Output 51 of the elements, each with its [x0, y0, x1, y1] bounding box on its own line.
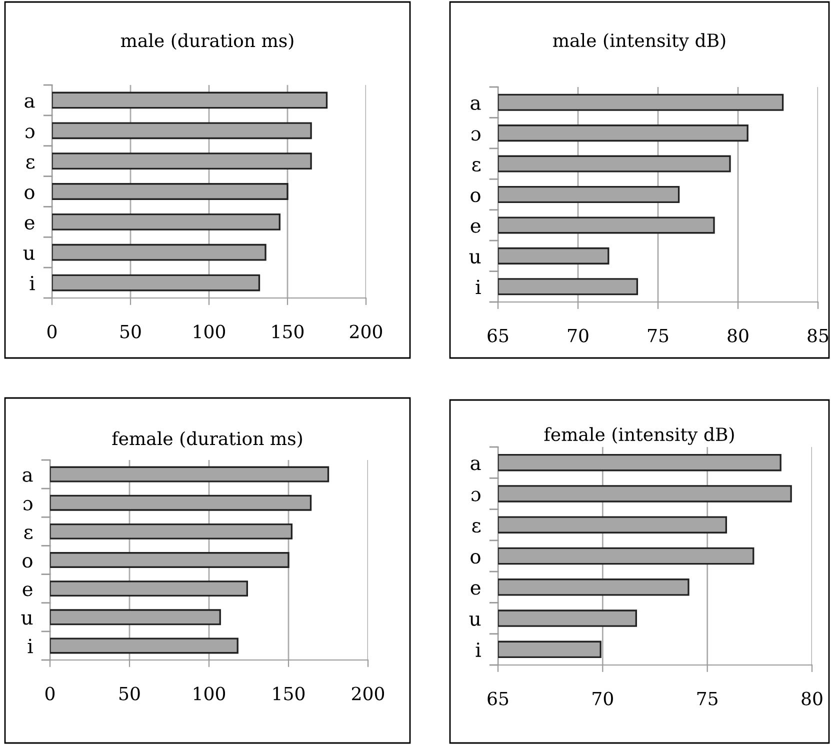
y-tick-label: e [24, 218, 34, 230]
y-tick-label: a [470, 99, 481, 110]
y-tick-label: ɛ [24, 528, 32, 540]
x-tick-label: 50 [120, 686, 140, 700]
x-tick-label: 0 [47, 324, 57, 338]
y-tick-label: a [24, 97, 35, 108]
y-tick-label: ɛ [26, 158, 34, 169]
x-tick-label: 65 [488, 692, 508, 706]
y-tick-label: i [476, 642, 481, 657]
y-tick-label: e [470, 584, 480, 595]
x-tick-label: 80 [728, 328, 748, 342]
y-tick-label: u [469, 253, 481, 264]
y-tick-label: i [28, 638, 33, 654]
x-tick-label: 150 [273, 686, 305, 700]
x-tick-label: 80 [802, 692, 822, 706]
y-tick-label: ɔ [23, 500, 32, 511]
y-tick-label: o [24, 188, 34, 200]
chart-title: male (intensity dB) [553, 33, 726, 51]
y-tick-label: u [21, 614, 33, 625]
x-tick-label: 100 [194, 686, 226, 700]
x-tick-label: 70 [568, 328, 588, 342]
y-tick-label: u [23, 250, 35, 260]
chart-title: female (intensity dB) [544, 427, 734, 445]
y-tick-label: ɔ [471, 130, 480, 141]
y-tick-label: u [469, 616, 481, 626]
y-tick-label: a [470, 460, 481, 470]
x-tick-label: 70 [592, 692, 613, 706]
x-tick-label: 200 [350, 324, 382, 338]
y-tick-label: o [470, 192, 480, 202]
x-tick-label: 65 [488, 328, 508, 342]
chart-title: male (duration ms) [120, 33, 294, 50]
x-tick-label: 200 [352, 686, 384, 700]
x-tick-label: 0 [45, 686, 55, 700]
y-tick-label: ɔ [471, 490, 480, 502]
y-tick-label: i [30, 276, 35, 290]
x-tick-label: 100 [194, 324, 226, 338]
y-tick-label: ɔ [25, 128, 34, 138]
y-tick-label: i [476, 280, 481, 294]
x-tick-label: 85 [808, 328, 828, 342]
y-tick-label: e [22, 586, 32, 596]
y-tick-label: o [22, 557, 32, 568]
y-tick-label: ɛ [472, 522, 480, 533]
y-tick-label: e [470, 222, 480, 233]
y-tick-label: o [470, 553, 480, 564]
chart-title: female (duration ms) [112, 431, 302, 448]
x-tick-label: 50 [120, 324, 141, 338]
y-tick-label: a [22, 471, 33, 482]
x-tick-label: 150 [272, 324, 304, 338]
y-tick-label: ɛ [472, 160, 480, 172]
x-tick-label: 75 [697, 692, 718, 706]
x-tick-label: 75 [648, 328, 668, 342]
